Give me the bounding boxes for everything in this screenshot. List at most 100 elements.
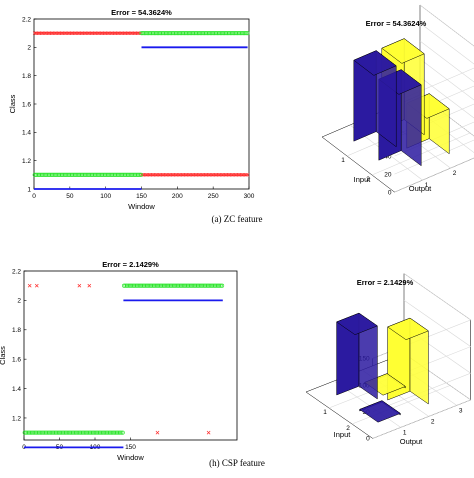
csp-scatter-point-green (68, 430, 73, 435)
zc-scatter-point-green (91, 172, 96, 177)
csp-scatter-point-green (170, 283, 175, 288)
csp-scatter-point-green (153, 283, 158, 288)
csp-scatter-point-green (203, 283, 208, 288)
zc-scatter-point-red (48, 31, 53, 36)
csp-scatter-point-green (112, 430, 117, 435)
csp-scatter-point-green (56, 430, 61, 435)
csp-scatter-point-green (75, 430, 80, 435)
zc-scatter-point-green (196, 31, 201, 36)
csp-scatter-point-green (25, 430, 30, 435)
zc-scatter-point-green (143, 31, 148, 36)
csp-scatter-point-green (214, 283, 219, 288)
zc-scatter-point-green (97, 172, 102, 177)
zc-scatter-point-red (101, 31, 106, 36)
csp-scatter-point-green (158, 283, 164, 288)
zc-bar3d-xlabel: Input (354, 175, 372, 184)
zc-scatter-xtick-label: 0 (32, 193, 36, 200)
csp-scatter-point-green (188, 283, 193, 288)
zc-scatter-point-red (215, 172, 220, 177)
zc-scatter-point-red (238, 172, 243, 177)
zc-scatter-point-red (174, 172, 178, 177)
csp-scatter-point-green (139, 283, 144, 288)
zc-scatter-point-green (175, 31, 180, 36)
zc-scatter-point-green (107, 172, 112, 177)
zc-scatter-point-red (169, 172, 174, 177)
csp-scatter-point-green (181, 283, 186, 288)
zc-scatter-point-green (98, 172, 103, 177)
csp-scatter-point-green (32, 430, 37, 435)
csp-scatter-point-green (187, 283, 192, 288)
zc-bar3d-bar-input1-output2-face-top (381, 38, 425, 64)
zc-scatter-point-red (78, 31, 83, 36)
csp-scatter-point-green (211, 283, 216, 288)
zc-scatter-point-green (156, 31, 161, 36)
csp-scatter-point-green (123, 283, 128, 288)
csp-scatter-point-green (157, 283, 162, 288)
csp-bar3d-output-tick-label: 1 (403, 429, 407, 436)
zc-scatter-point-red (234, 172, 238, 177)
csp-scatter-point-green (197, 283, 202, 288)
zc-bar3d-ztick-label: 0 (388, 189, 392, 196)
zc-scatter-point-green (77, 172, 82, 177)
zc-scatter-point-green (92, 172, 97, 177)
zc-scatter-point-green (222, 31, 227, 36)
zc-scatter-point-red (61, 31, 66, 36)
zc-scatter-ytick-label: 1.8 (22, 73, 31, 80)
zc-scatter-point-red (105, 31, 110, 36)
csp-scatter-ylabel: Class (0, 346, 7, 365)
zc-scatter-point-green (236, 31, 242, 36)
csp-scatter-point-green (70, 430, 76, 435)
csp-scatter-point-green (95, 430, 100, 435)
zc-scatter-point-green (228, 31, 233, 36)
zc-scatter-point-red (143, 172, 148, 177)
csp-scatter-point-green (174, 283, 179, 288)
zc-scatter-point-green (139, 31, 144, 36)
zc-scatter-point-red (222, 172, 227, 177)
zc-scatter-point-red (121, 31, 126, 36)
csp-bar3d-input-tick-label: 2 (346, 425, 350, 432)
zc-scatter-point-green (127, 172, 132, 177)
zc-scatter-point-green (150, 31, 156, 36)
zc-scatter-point-red (148, 172, 152, 177)
zc-scatter-xtick-label: 300 (244, 193, 255, 200)
zc-scatter-point-red (54, 31, 59, 36)
csp-scatter-point-red (77, 283, 82, 288)
zc-scatter-point-green (160, 31, 166, 36)
zc-scatter-point-red (235, 172, 240, 177)
zc-scatter-point-red (45, 31, 50, 36)
csp-scatter-point-green (151, 283, 156, 288)
zc-scatter-point-red (185, 172, 190, 177)
zc-scatter-point-red (64, 31, 69, 36)
zc-scatter-point-green (85, 172, 90, 177)
zc-scatter-point-red (181, 172, 185, 177)
zc-scatter-point-green (111, 172, 116, 177)
csp-scatter-point-green (143, 283, 148, 288)
zc-scatter-point-red (40, 31, 44, 36)
csp-scatter-point-green (212, 283, 218, 288)
csp-scatter-point-green (51, 430, 56, 435)
csp-scatter-point-green (200, 283, 205, 288)
zc-scatter-point-red (176, 172, 181, 177)
zc-scatter-point-green (133, 172, 138, 177)
zc-scatter-point-red (221, 172, 226, 177)
csp-scatter-xlabel: Window (117, 453, 144, 462)
zc-scatter-point-green (235, 31, 240, 36)
csp-scatter-point-green (26, 430, 32, 435)
csp-scatter-point-green (178, 283, 183, 288)
csp-scatter-point-green (96, 430, 101, 435)
zc-scatter-point-green (104, 172, 109, 177)
zc-scatter-point-red (232, 172, 237, 177)
zc-scatter-point-green (51, 172, 56, 177)
csp-scatter-point-green (171, 283, 176, 288)
zc-scatter-point-green (224, 31, 229, 36)
csp-scatter-point-green (184, 283, 189, 288)
zc-scatter-ytick-label: 1.2 (22, 158, 31, 165)
zc-scatter-xtick-label: 250 (208, 193, 219, 200)
csp-scatter-point-green (120, 430, 125, 435)
csp-scatter-point-green (117, 430, 122, 435)
csp-scatter-point-red (155, 430, 160, 435)
zc-scatter-point-green (78, 172, 83, 177)
csp-scatter-point-green (173, 283, 178, 288)
csp-scatter-ytick-label: 2.2 (12, 268, 21, 275)
zc-scatter-point-red (209, 172, 214, 177)
